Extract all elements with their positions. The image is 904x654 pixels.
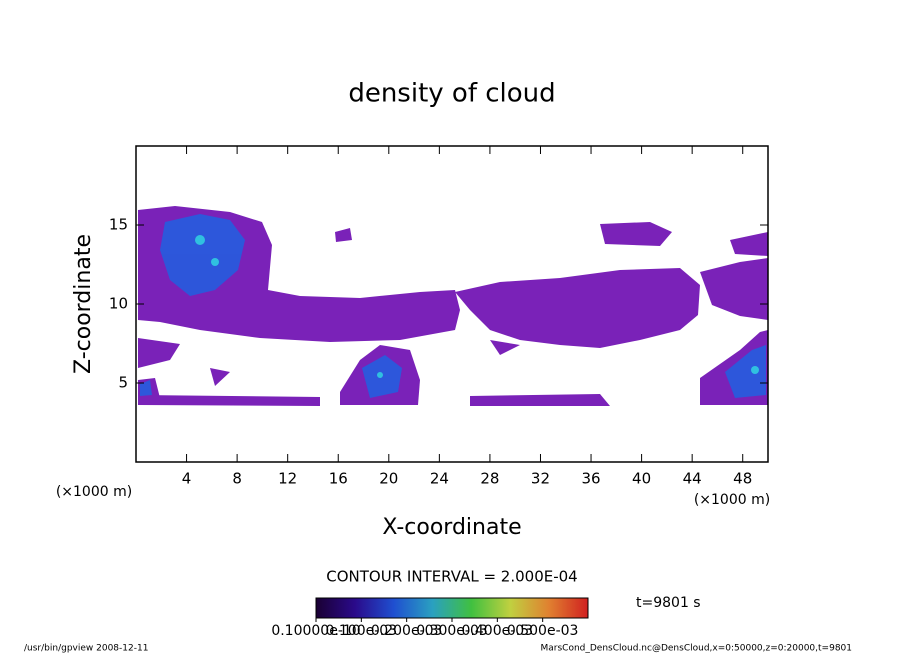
x-tick-label: 8 [232, 470, 242, 488]
footer-left: /usr/bin/gpview 2008-12-11 [24, 644, 148, 654]
x-axis-title: X-coordinate [382, 515, 521, 540]
chart-title: density of cloud [348, 79, 555, 109]
x-tick-label: 40 [632, 470, 651, 488]
colorbar-tick-label: 0.100e-03 [326, 623, 398, 639]
time-label: t=9801 s [636, 595, 701, 611]
y-axis-title: Z-coordinate [71, 234, 96, 374]
contour-interval: CONTOUR INTERVAL = 2.000E-04 [326, 568, 577, 586]
colorbar-tick-label: 0.300e-03 [416, 623, 488, 639]
x-unit: (×1000 m) [56, 484, 132, 500]
x-tick-label: 32 [531, 470, 550, 488]
colorbar-tick-label: 0.400e-03 [462, 623, 534, 639]
y-tick-label: 10 [109, 295, 128, 313]
x-tick-label: 16 [329, 470, 348, 488]
x-tick-label: 48 [733, 470, 752, 488]
x-tick-label: 24 [430, 470, 449, 488]
x-tick-label: 44 [683, 470, 702, 488]
x-tick-label: 20 [379, 470, 398, 488]
contour-peak [195, 235, 759, 378]
colorbar-tick-label: 0.500e-03 [507, 623, 579, 639]
x-tick-label: 12 [278, 470, 297, 488]
x-tick-label: 36 [581, 470, 600, 488]
contour-field [138, 206, 768, 406]
x-tick-label: 4 [182, 470, 192, 488]
footer-right: MarsCond_DensCloud.nc@DensCloud,x=0:5000… [541, 644, 853, 654]
y-tick-label: 5 [118, 374, 128, 392]
x-tick-label: 28 [480, 470, 499, 488]
y-tick-label: 15 [109, 216, 128, 234]
y-unit: (×1000 m) [694, 492, 770, 508]
colorbar [315, 597, 589, 619]
colorbar-tick-label: 0.10000e-10 [271, 623, 360, 639]
colorbar-tick-label: 0.200e-03 [371, 623, 443, 639]
